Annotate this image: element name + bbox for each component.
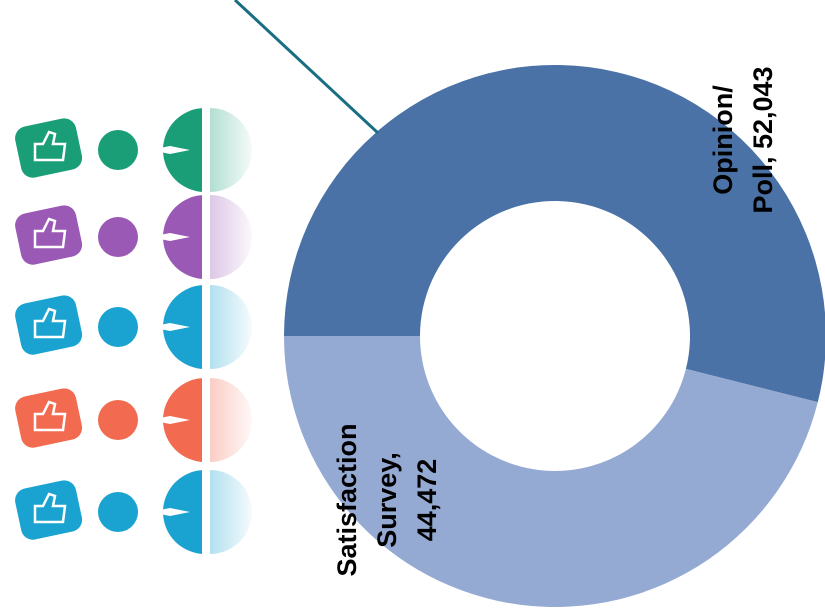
speech-bubble bbox=[15, 205, 83, 265]
fade bbox=[208, 466, 258, 558]
divider bbox=[202, 376, 208, 464]
thumb bbox=[33, 130, 67, 162]
fade bbox=[208, 191, 258, 283]
data-label-line: 44,472 bbox=[412, 459, 442, 542]
speech-bubble bbox=[15, 295, 83, 355]
decorative-icons bbox=[15, 104, 258, 558]
thumb bbox=[33, 400, 67, 432]
tie bbox=[150, 508, 190, 516]
tie bbox=[150, 323, 190, 331]
fade bbox=[208, 281, 258, 373]
divider bbox=[202, 468, 208, 556]
thumb bbox=[33, 492, 67, 524]
thumb bbox=[33, 217, 67, 249]
donut-segment bbox=[284, 336, 818, 607]
speech-bubble bbox=[15, 388, 83, 448]
data-label: Satisfaction Survey, 44,472 bbox=[332, 423, 442, 576]
head bbox=[98, 307, 138, 347]
tie bbox=[150, 416, 190, 424]
speech-bubble bbox=[15, 118, 83, 178]
data-label: Opinion/Poll, 52,043 bbox=[708, 66, 778, 213]
fade bbox=[208, 104, 258, 196]
donut: Opinion/Poll, 52,043 Satisfaction Survey, 4… bbox=[284, 64, 825, 607]
donut-segment bbox=[284, 64, 825, 403]
divider bbox=[202, 193, 208, 281]
data-label-line: Survey, bbox=[372, 452, 402, 548]
thumb bbox=[33, 307, 67, 339]
data-label-line: Opinion/ bbox=[708, 85, 738, 195]
head bbox=[98, 492, 138, 532]
fade bbox=[208, 374, 258, 466]
speech-bubble bbox=[15, 480, 83, 540]
head bbox=[98, 400, 138, 440]
divider bbox=[202, 106, 208, 194]
tie bbox=[150, 233, 190, 241]
data-label-line: Poll, 52,043 bbox=[748, 66, 778, 213]
pointer-line bbox=[233, 0, 380, 135]
tie bbox=[150, 146, 190, 154]
divider bbox=[202, 283, 208, 371]
head bbox=[98, 130, 138, 170]
head bbox=[98, 217, 138, 257]
data-label-line: Satisfaction bbox=[332, 423, 362, 576]
